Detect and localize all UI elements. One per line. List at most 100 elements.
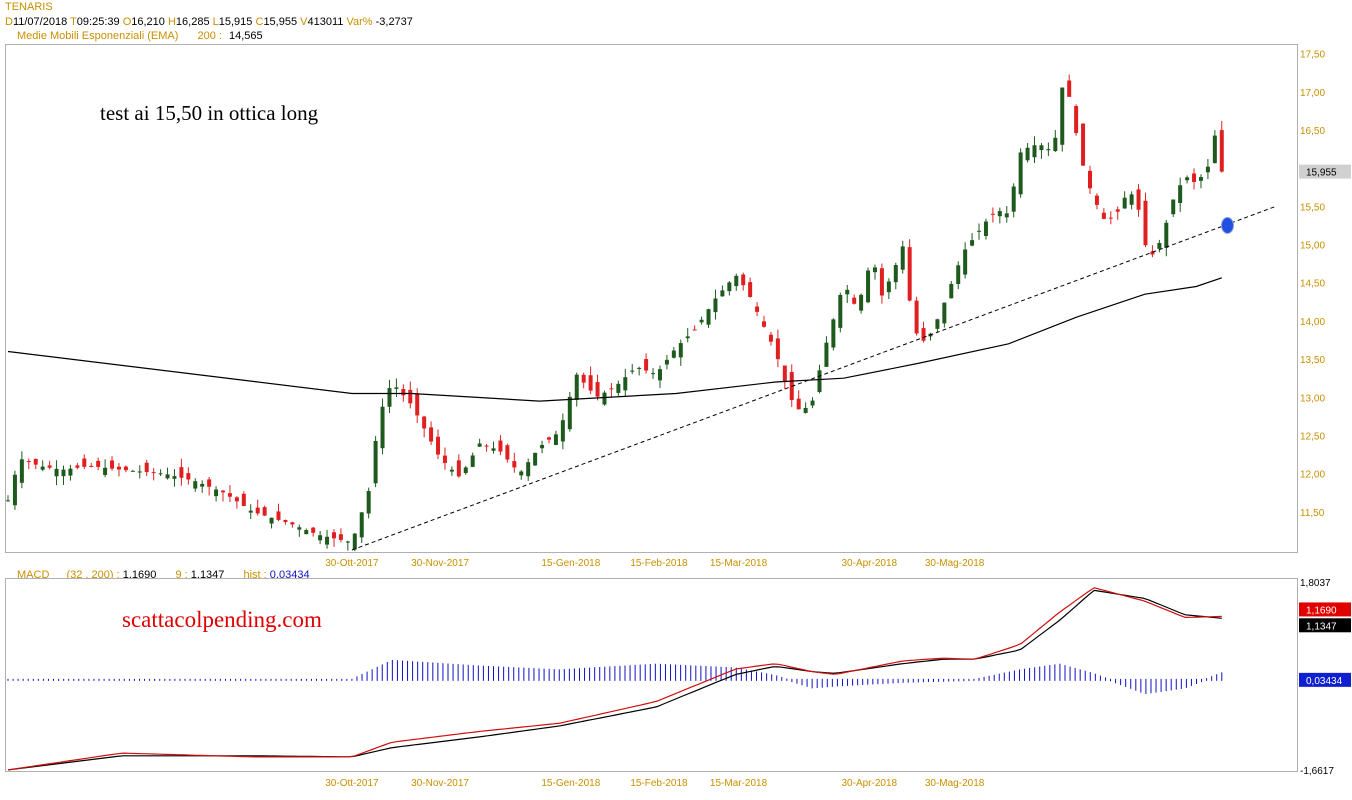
candle-body [1192, 173, 1197, 183]
quote-value: 15,955 [263, 16, 298, 28]
macd-legend-signal-label: 9 [175, 569, 182, 581]
quote-label: L [212, 16, 219, 28]
candle-body [866, 270, 871, 303]
candle-body [1150, 251, 1155, 255]
candle-body [366, 491, 371, 514]
quote-value: 09:25:39 [76, 16, 120, 28]
candle-body [498, 440, 503, 452]
macd-axis-label: 1,8037 [1300, 578, 1331, 589]
candle-body [810, 400, 815, 406]
quote-value: 16,285 [175, 16, 210, 28]
candle-body [671, 350, 676, 358]
candle-body [1101, 212, 1106, 219]
candle-body [463, 467, 468, 473]
candle-body [470, 455, 475, 467]
candle-body [574, 374, 579, 400]
candle-body [1185, 177, 1190, 181]
candle-body [401, 388, 406, 396]
quote-label: O [122, 16, 132, 28]
candle-body [82, 458, 87, 467]
candle-body [1136, 189, 1141, 210]
candle-body [609, 388, 614, 390]
ema-legend: Medie Mobili Esponenziali (EMA) 200 : 14… [17, 30, 263, 42]
candle-body [429, 427, 434, 442]
candle-body [221, 490, 226, 493]
candle-body [116, 466, 121, 470]
candle-body [422, 416, 427, 429]
candle-body [540, 444, 545, 449]
quote-label: D [5, 16, 13, 28]
quote-label: Var% [346, 16, 373, 28]
candle-body [311, 527, 316, 533]
candle-body [269, 517, 274, 524]
signal-value-badge-text: 1,1347 [1306, 621, 1337, 632]
candle-body [588, 375, 593, 391]
candle-body [123, 466, 128, 471]
candle-body [456, 460, 461, 477]
candle-body [61, 469, 66, 477]
price-date-label: 15-Mar-2018 [710, 558, 768, 569]
candle-body [630, 370, 635, 372]
macd-axis-label: -1,6617 [1300, 766, 1334, 777]
candle-body [914, 300, 919, 334]
candle-body [40, 466, 45, 470]
candle-body [477, 443, 482, 447]
candle-body [879, 268, 884, 296]
candle-body [935, 319, 940, 329]
candle-body [831, 319, 836, 348]
candle-body [546, 437, 551, 440]
candle-body [963, 249, 968, 275]
candle-body [893, 265, 898, 283]
price-axis-label: 17,00 [1300, 88, 1325, 99]
candle-body [734, 275, 739, 287]
candle-body [325, 536, 330, 545]
candle-body [692, 329, 697, 331]
macd-panel [5, 578, 1298, 772]
quote-label: C [255, 16, 264, 28]
candle-body [1122, 197, 1127, 209]
candle-body [595, 382, 600, 397]
candle-body [1011, 186, 1016, 212]
candle-body [331, 532, 336, 539]
candle-body [290, 522, 295, 525]
candle-body [651, 373, 656, 375]
candle-body [775, 338, 780, 360]
price-date-label: 15-Feb-2018 [630, 558, 688, 569]
candle-body [845, 289, 850, 295]
candle-body [1087, 170, 1092, 189]
candle-body [283, 520, 288, 523]
candle-body [838, 294, 843, 328]
candle-body [12, 474, 17, 506]
candle-body [1094, 195, 1099, 205]
macd-value-badge [1299, 602, 1351, 617]
candle-body [859, 294, 864, 311]
candle-body [158, 473, 163, 475]
price-axis-label: 14,00 [1300, 317, 1325, 328]
candle-body [227, 493, 232, 497]
candle-body [68, 468, 73, 476]
candle-body [449, 469, 454, 472]
price-axis-label: 17,50 [1300, 50, 1325, 61]
candle-body [657, 369, 662, 381]
price-date-label: 30-Apr-2018 [842, 558, 898, 569]
candle-body [1074, 106, 1079, 134]
macd-date-label: 30-Nov-2017 [411, 778, 469, 789]
candle-body [96, 460, 101, 467]
candle-body [1018, 152, 1023, 195]
candle-body [1205, 166, 1210, 173]
candle-body [602, 392, 607, 405]
candle-body [373, 440, 378, 484]
candle-body [949, 283, 954, 299]
last-price-badge [1299, 164, 1351, 179]
candle-body [768, 334, 773, 342]
candle-body [505, 445, 510, 460]
candle-body [26, 461, 31, 463]
signal-value-badge [1299, 618, 1351, 633]
candle-body [1108, 217, 1113, 219]
quote-value: -3,2737 [372, 16, 413, 28]
candle-body [748, 282, 753, 297]
candle-body [678, 343, 683, 358]
candle-body [852, 297, 857, 304]
candle-body [47, 465, 52, 468]
